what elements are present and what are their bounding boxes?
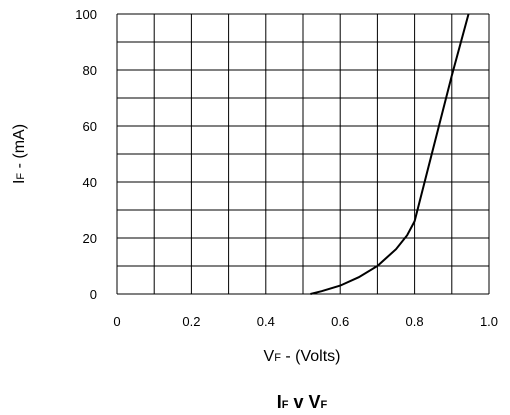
chart-title: IF v VF <box>277 392 328 412</box>
y-tick-label: 20 <box>83 231 97 246</box>
x-tick-label: 0.8 <box>406 314 424 329</box>
title-join: v <box>288 392 308 412</box>
grid <box>116 13 490 295</box>
x-ticks: 0 0.2 0.4 0.6 0.8 1.0 <box>113 314 498 329</box>
x-tick-label: 1.0 <box>480 314 498 329</box>
title-sub-b: F <box>321 399 328 411</box>
title-main-a: I <box>277 392 282 412</box>
y-tick-label: 40 <box>83 175 97 190</box>
x-tick-label: 0 <box>113 314 120 329</box>
y-ticks: 0 20 40 60 80 100 <box>75 7 97 302</box>
y-axis-label-sub: F <box>15 173 27 180</box>
x-tick-label: 0.2 <box>182 314 200 329</box>
y-tick-label: 60 <box>83 119 97 134</box>
y-axis-label: IF - (mA) <box>11 124 28 184</box>
title-sub-a: F <box>282 399 289 411</box>
y-tick-label: 100 <box>75 7 97 22</box>
x-axis-label-main: V <box>264 348 275 365</box>
y-tick-label: 80 <box>83 63 97 78</box>
x-tick-label: 0.4 <box>257 314 275 329</box>
y-tick-label: 0 <box>90 287 97 302</box>
series-line <box>310 13 470 295</box>
title-main-b: V <box>309 392 321 412</box>
x-axis-label-rest: - (Volts) <box>281 348 341 365</box>
y-axis-label-main: I <box>11 180 28 184</box>
x-tick-label: 0.6 <box>331 314 349 329</box>
y-axis-label-rest: - (mA) <box>11 124 28 173</box>
x-axis-label: VF - (Volts) <box>264 348 341 365</box>
x-axis-label-sub: F <box>274 352 281 364</box>
